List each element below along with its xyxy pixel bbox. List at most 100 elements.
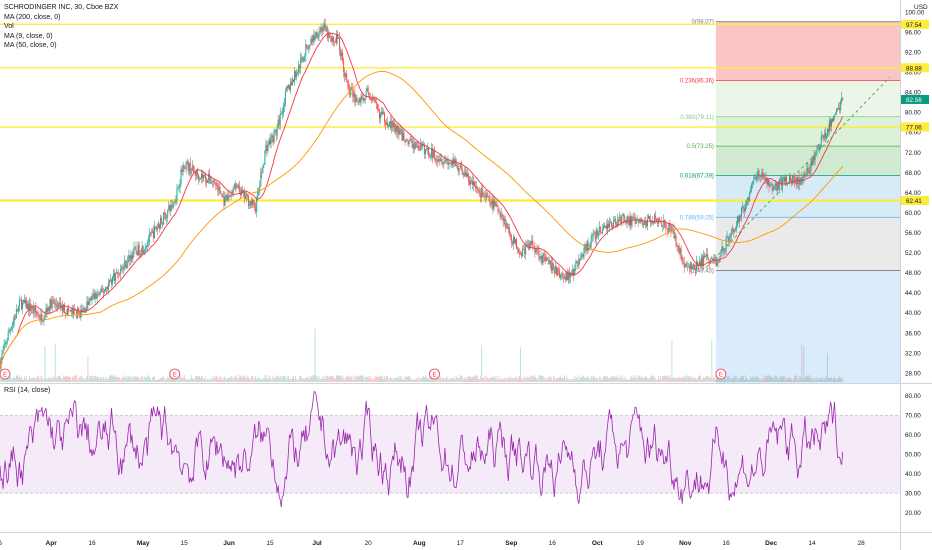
candle-body	[260, 172, 262, 186]
volume-bar	[68, 376, 69, 382]
volume-bar	[778, 378, 780, 382]
candle-body	[524, 249, 526, 255]
candle-body	[116, 271, 118, 273]
level-price-tag	[901, 63, 929, 73]
time-axis[interactable]: 6Apr16May15Jun15Jul20Aug17Sep16Oct19Nov1…	[0, 540, 865, 547]
volume-bar	[362, 375, 364, 382]
candle-body	[790, 176, 792, 181]
candle-body	[248, 195, 250, 206]
candle-body	[23, 299, 25, 302]
candle-body	[682, 261, 684, 263]
volume-bar	[579, 378, 581, 382]
volume-bar	[816, 377, 818, 382]
volume-bar	[456, 376, 458, 382]
volume-bar	[576, 376, 578, 382]
volume-bar	[814, 378, 816, 382]
candle-body	[39, 318, 41, 320]
candle-body	[560, 274, 562, 276]
volume-bar	[660, 376, 662, 382]
volume-bar	[412, 379, 414, 382]
candle-body	[220, 193, 222, 195]
volume-bar	[249, 379, 250, 382]
volume-bar	[411, 379, 413, 382]
candle-body	[771, 184, 773, 191]
volume-bar	[178, 378, 180, 382]
candle-body	[154, 226, 156, 228]
volume-bar	[738, 377, 740, 382]
time-tick-label: 15	[180, 540, 188, 547]
volume-bar	[153, 376, 155, 382]
candle-body	[90, 297, 92, 300]
volume-bar	[682, 376, 684, 382]
volume-bar	[361, 375, 363, 382]
candle-body	[103, 291, 105, 294]
volume-bar	[101, 378, 103, 382]
candle-body	[321, 27, 323, 32]
candle-body	[240, 189, 242, 196]
volume-bar	[333, 378, 335, 382]
candle-body	[150, 232, 152, 234]
candle-body	[562, 274, 563, 276]
candle-body	[115, 272, 117, 281]
candle-body	[679, 248, 681, 254]
volume-bar	[520, 347, 522, 382]
volume-bar	[416, 379, 418, 382]
volume-bar	[193, 379, 195, 382]
candle-body	[784, 177, 786, 182]
volume-bar	[72, 375, 74, 382]
volume-bar	[740, 377, 741, 382]
volume-bar	[433, 377, 435, 382]
volume-bar	[23, 379, 24, 382]
candle-body	[11, 324, 13, 330]
rsi-legend[interactable]: RSI (14, close)	[4, 387, 51, 394]
price-tick-label: 28.00	[905, 370, 921, 377]
volume-bar	[61, 378, 63, 382]
candle-body	[503, 218, 505, 222]
volume-bar	[187, 379, 189, 382]
volume-bar	[22, 378, 23, 382]
candle-body	[647, 215, 649, 220]
candle-body	[10, 329, 12, 330]
volume-bar	[351, 376, 353, 382]
volume-bar	[99, 376, 101, 382]
candle-body	[28, 303, 30, 311]
volume-bar	[589, 379, 591, 382]
candle-body	[18, 300, 20, 307]
volume-bar	[781, 376, 783, 382]
candle-body	[732, 229, 734, 232]
candle-body	[785, 177, 787, 184]
candle-body	[200, 174, 202, 179]
volume-bar	[502, 379, 504, 382]
volume-bar	[327, 376, 329, 382]
volume-bar	[732, 377, 734, 382]
volume-bar	[556, 378, 558, 382]
volume-bar	[84, 378, 86, 382]
candle-body	[251, 201, 253, 205]
trend-line[interactable]	[705, 76, 891, 269]
candle-body	[7, 332, 9, 341]
volume-bar	[340, 375, 342, 382]
candle-body	[737, 216, 739, 223]
time-tick-label: 14	[808, 540, 816, 547]
candle-body	[342, 52, 344, 61]
candle-body	[517, 248, 518, 250]
volume-bar	[380, 375, 381, 382]
volume-bar	[501, 378, 503, 382]
candle-body	[459, 163, 461, 169]
volume-bar	[168, 378, 170, 382]
price-tick-label: 44.00	[905, 290, 921, 297]
volume-bar	[810, 378, 812, 382]
volume-bar	[533, 377, 535, 382]
candle-body	[743, 207, 745, 209]
ma-slow-line	[0, 70, 844, 369]
candle-body	[571, 272, 573, 276]
volume-bar	[0, 376, 2, 382]
volume-bar	[386, 376, 388, 382]
candle-body	[668, 223, 670, 233]
price-axis[interactable]: 100.0096.0092.0088.0084.0080.0076.0072.0…	[901, 9, 929, 377]
volume-bar	[40, 376, 42, 382]
currency-label[interactable]: USD	[914, 4, 928, 11]
